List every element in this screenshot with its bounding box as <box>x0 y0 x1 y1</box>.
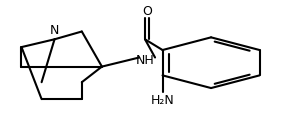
Text: H₂N: H₂N <box>151 94 174 107</box>
Text: O: O <box>142 5 152 18</box>
Text: N: N <box>50 24 59 37</box>
Text: NH: NH <box>136 54 154 67</box>
